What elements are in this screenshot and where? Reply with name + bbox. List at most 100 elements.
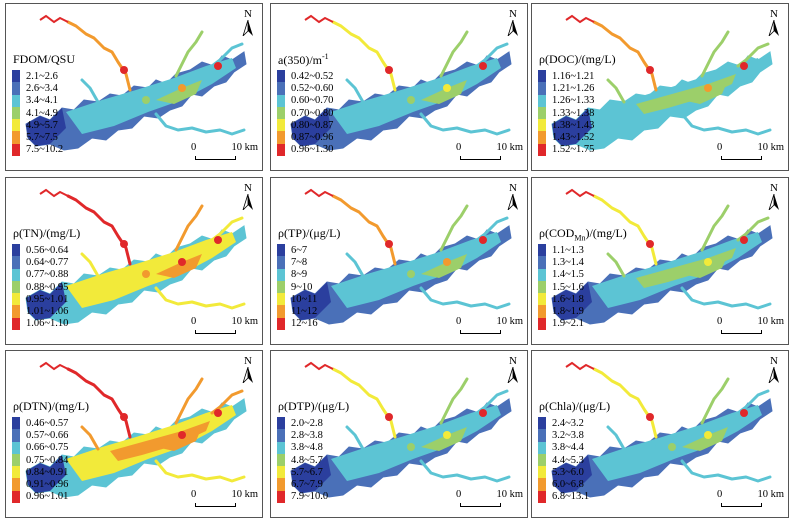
legend-item: 1.01~1.06 [12,305,68,318]
legend-swatch [12,305,20,318]
legend-label: 0.95~1.01 [26,293,69,305]
legend: 2.1~2.6 2.6~3.4 3.4~4.1 4.1~4.9 4.9~5.7 5.7~7… [12,70,64,157]
lake-body [551,361,773,498]
legend-label: 0.75~0.84 [26,454,69,466]
legend-swatch [277,119,285,132]
legend-label: 0.91~0.96 [26,479,69,491]
legend-item: 7.5~10.2 [12,143,64,157]
legend-swatch [12,94,20,107]
legend-label: 1.9~2.1 [552,318,584,330]
legend-swatch [277,441,285,454]
legend-item: 4.4~5.3 [538,453,589,467]
north-label: N [244,8,252,20]
legend-swatch [538,478,546,491]
legend-item: 1.9~2.1 [538,317,584,331]
legend-item: 1.5~1.6 [538,280,584,294]
legend-swatch [538,94,546,107]
legend-label: 1.1~1.3 [552,244,584,256]
map-panel-tp: ρ(TP)/(μg/L) 6~7 7~8 8~9 9~10 10~11 11~12 12~1… [270,177,528,345]
legend-swatch [538,268,546,281]
legend-swatch [12,490,20,504]
legend-swatch [277,280,285,294]
legend-item: 2.8~3.8 [277,429,328,442]
legend-swatch [277,70,285,83]
scale-bar-line [460,503,501,507]
legend-swatch [538,429,546,442]
scale-bar-line [721,156,762,160]
legend-swatch [538,453,546,467]
legend-item: 4.8~5.7 [277,453,328,467]
legend-swatch [277,453,285,467]
legend-swatch [12,268,20,281]
panel-title: ρ(TP)/(μg/L) [278,226,340,242]
legend-item: 4.9~5.7 [12,119,63,132]
legend-label: 3.8~4.8 [291,442,323,454]
legend-swatch [538,131,546,144]
legend-label: 7.5~10.2 [26,144,64,156]
north-label: N [770,182,778,194]
scale-start-label: 0 [191,142,197,153]
legend-swatch [12,441,20,454]
scale-bar-line [195,330,236,334]
legend-label: 6.0~6.8 [552,479,584,491]
legend-item: 0.66~0.75 [12,441,69,454]
legend-item: 0.70~0.80 [277,106,333,120]
legend-swatch [538,119,546,132]
legend-label: 6~7 [291,244,308,256]
legend-item: 5.7~6.7 [277,466,328,479]
scale-start-label: 0 [717,489,723,500]
legend-swatch [12,466,20,479]
legend-label: 2.6~3.4 [26,82,58,94]
scale-end-label: 10 km [496,489,523,500]
legend-item: 3.8~4.4 [538,441,589,454]
scale-bar: 0 10 km [191,316,258,336]
legend-item: 0.84~0.91 [12,466,68,479]
legend-label: 6.8~13.1 [552,491,590,503]
legend-label: 1.8~1.9 [552,306,584,318]
legend-label: 1.6~1.8 [552,293,584,305]
legend-label: 0.56~0.64 [26,244,69,256]
scale-bar: 0 10 km [456,489,523,509]
scale-start-label: 0 [717,142,723,153]
legend-swatch [538,417,546,430]
north-arrow-icon [242,367,253,383]
legend-item: 0.57~0.66 [12,429,68,442]
legend-item: 0.52~0.60 [277,82,333,95]
legend-item: 1.6~1.8 [538,293,584,306]
legend-item: 1.16~1.21 [538,70,594,83]
legend-item: 0.75~0.84 [12,453,69,467]
legend-swatch [277,305,285,318]
legend-label: 1.43~1.52 [552,132,595,144]
title-main: ρ(DOC)/(mg/L) [539,52,616,66]
legend-item: 1.52~1.75 [538,143,594,157]
legend-swatch [12,317,20,331]
legend-item: 5.7~7.5 [12,131,63,144]
scale-start-label: 0 [191,316,197,327]
legend-item: 1.26~1.33 [538,94,594,107]
panel-title: ρ(CODMn)/(mg/L) [539,226,627,242]
legend-label: 1.38~1.43 [552,119,595,131]
map-panel-a350: a(350)/m-1 0.42~0.52 0.52~0.60 0.60~0.70 0.… [270,3,528,171]
legend-label: 0.66~0.75 [26,442,69,454]
legend-item: 6~7 [277,244,318,257]
legend-label: 1.33~1.38 [552,107,595,119]
north-indicator: N [766,182,782,210]
legend-item: 2.4~3.2 [538,417,589,430]
scale-end-label: 10 km [231,316,258,327]
legend-item: 1.33~1.38 [538,106,595,120]
scale-bar-line [195,503,236,507]
legend-item: 0.95~1.01 [12,293,69,306]
legend-item: 10~11 [277,293,318,306]
lake-body [290,14,512,151]
legend-swatch [12,119,20,132]
legend-item: 0.80~0.87 [277,119,333,132]
north-label: N [509,8,517,20]
north-indicator: N [766,355,782,383]
legend-item: 2.6~3.4 [12,82,63,95]
scale-bar: 0 10 km [191,489,258,509]
lake-map [290,188,512,325]
legend-label: 2.0~2.8 [291,417,323,429]
north-indicator: N [240,182,256,210]
legend-item: 0.96~1.30 [277,143,333,157]
north-arrow-icon [242,194,253,210]
